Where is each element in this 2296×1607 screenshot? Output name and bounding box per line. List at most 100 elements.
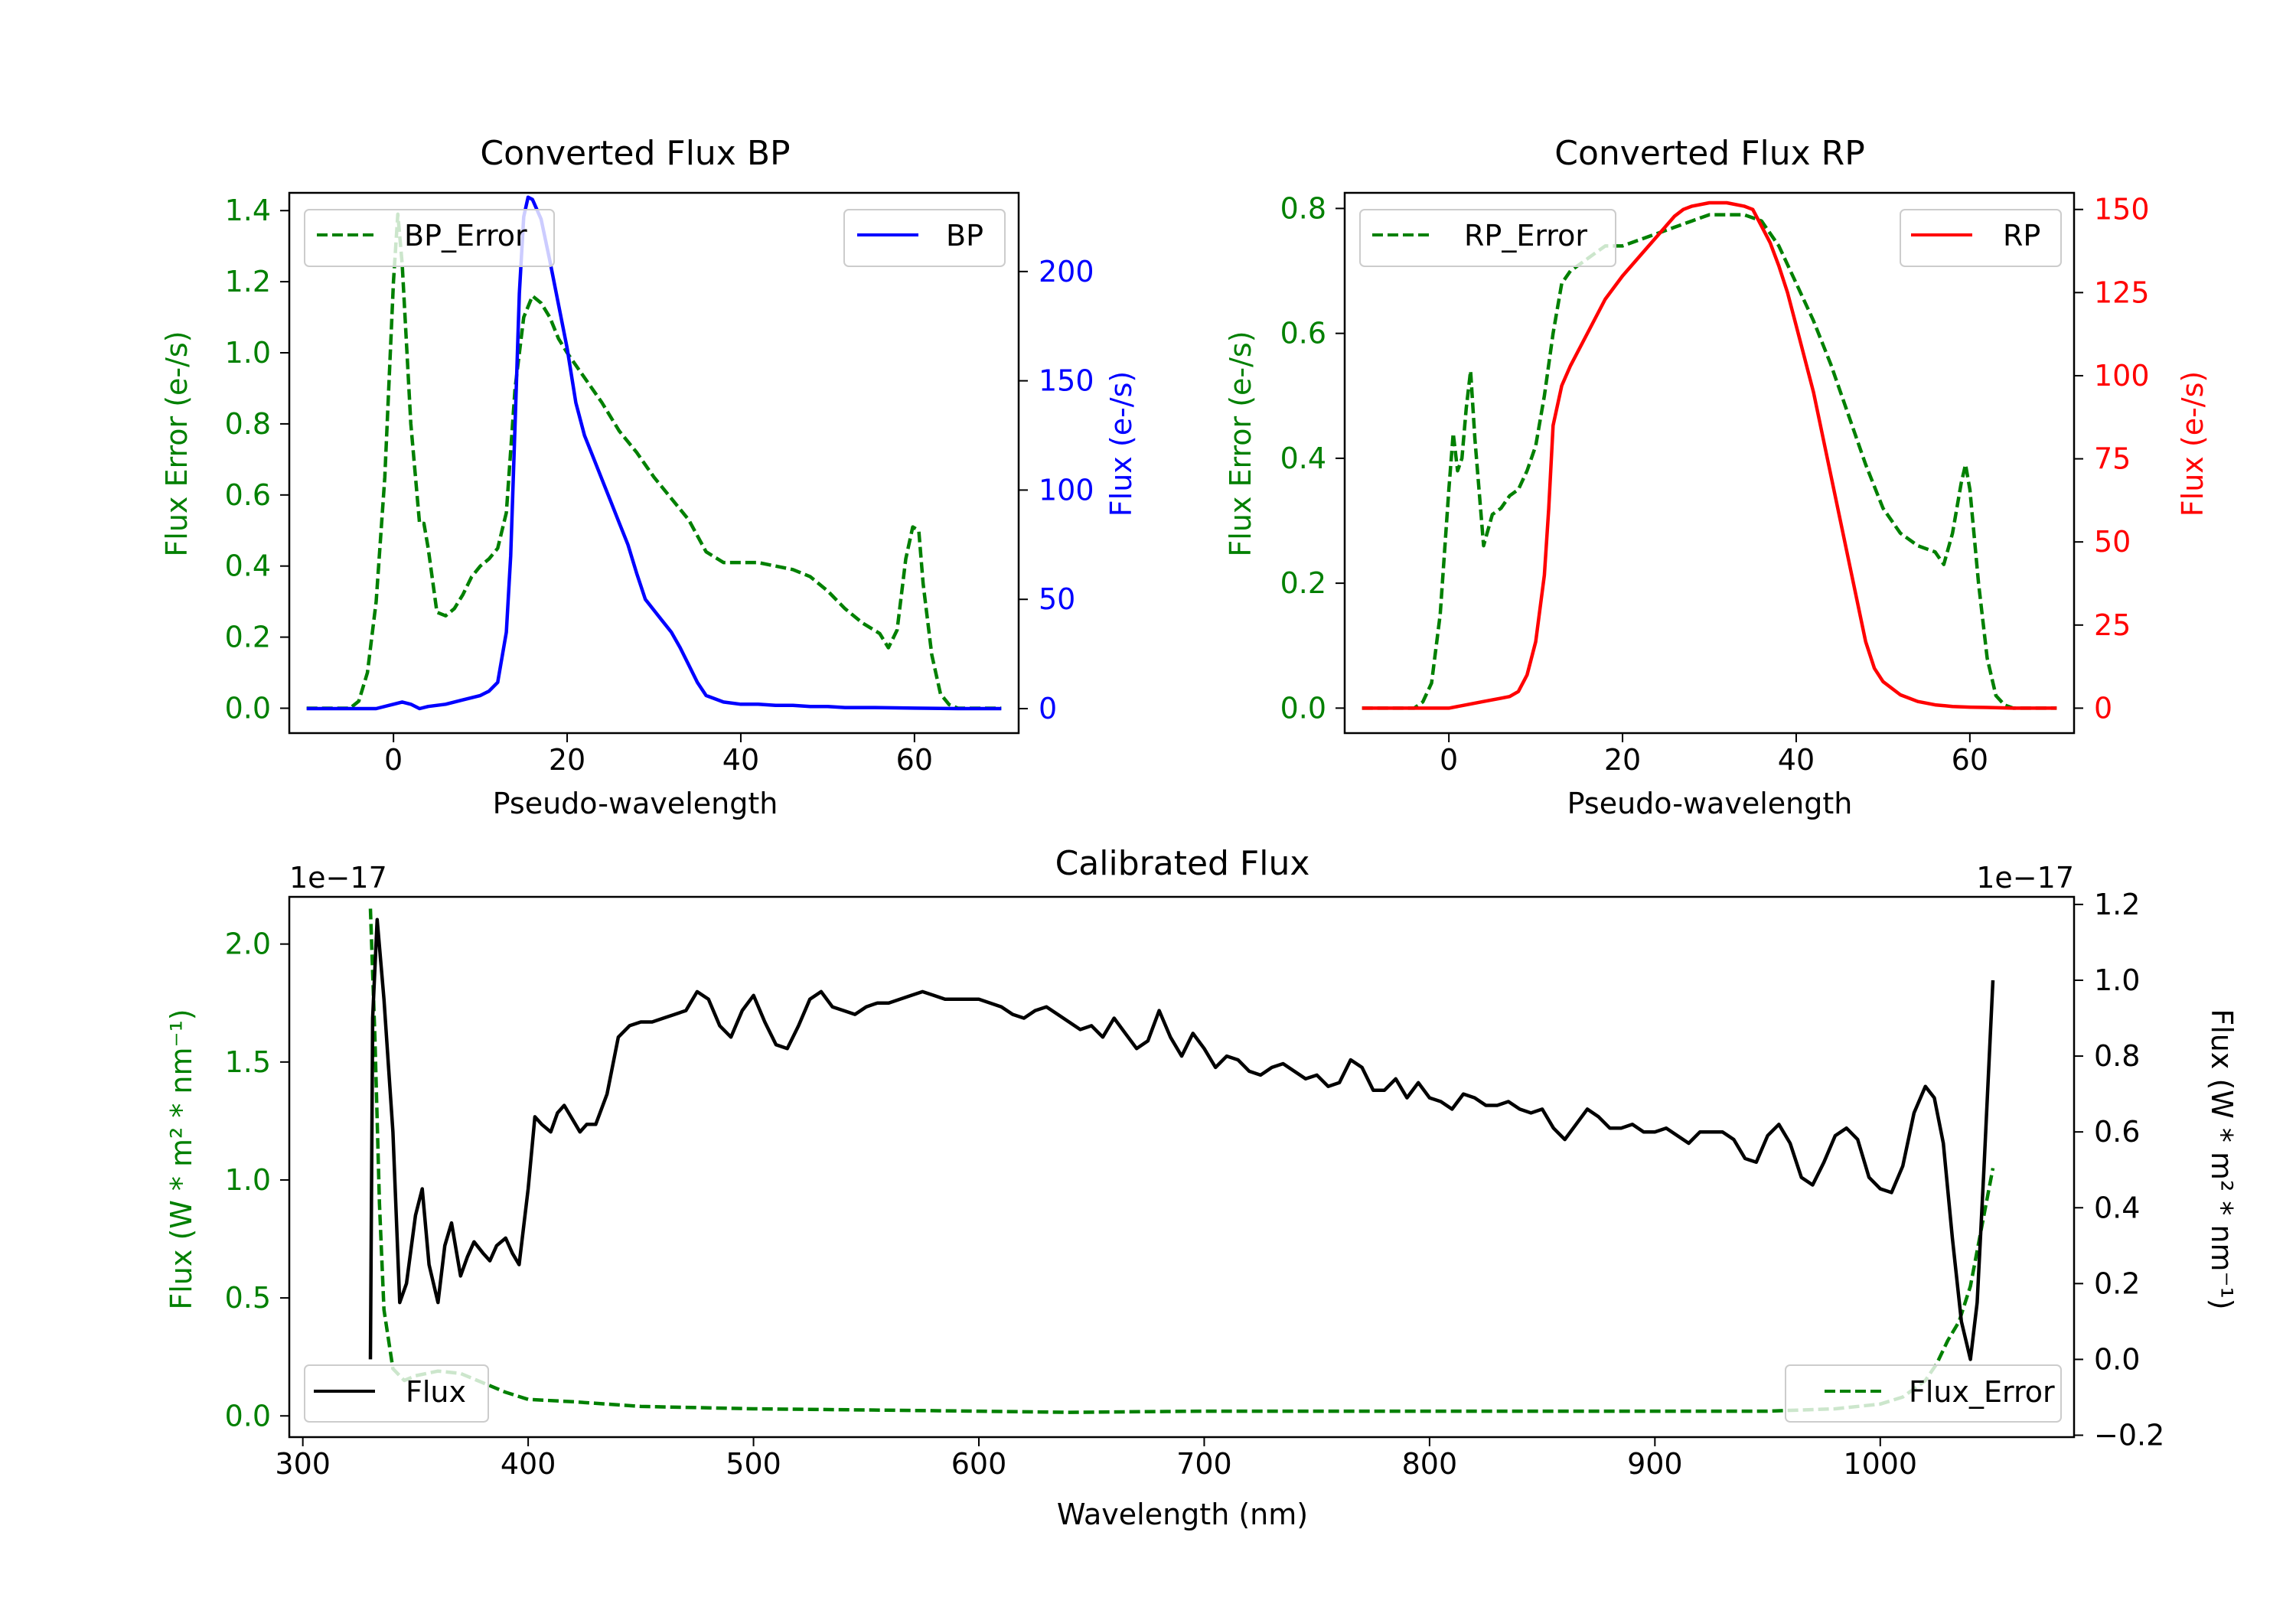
plot-frame	[288, 895, 2076, 1439]
y-axis-label-right: Flux (W * m² * nm⁻¹)	[2205, 1009, 2239, 1309]
series-line-bp	[306, 195, 1002, 711]
legend-box	[843, 209, 1006, 267]
legend-label-bp: BP	[946, 219, 983, 253]
x-axis-label: Wavelength (nm)	[1057, 1498, 1308, 1531]
legend-flux: Flux	[304, 1364, 489, 1423]
legend-box	[304, 1364, 489, 1423]
plot-layer	[306, 195, 1002, 711]
x-tick-label: 20	[1604, 743, 1641, 777]
plot-frame	[288, 191, 1020, 735]
y-tick-label-left: 0.2	[225, 621, 271, 654]
y-tick-label-left: 1.0	[225, 336, 271, 370]
x-tick-label: 0	[1440, 743, 1458, 777]
plot-layer	[1362, 200, 2057, 710]
y-tick-label-left: 0.0	[225, 691, 271, 725]
y-tick-label-right: −0.2	[2094, 1419, 2164, 1452]
legend-box	[1900, 209, 2062, 267]
y-tick-label-right: 1.0	[2094, 963, 2140, 997]
panel-calibrated-flux: Calibrated Flux Wavelength (nm) Flux (W …	[165, 844, 2239, 1531]
y-tick-label-left: 1.2	[225, 265, 271, 298]
panel-converted-flux-rp: Converted Flux RP Pseudo-wavelength Flux…	[1224, 134, 2210, 820]
x-tick-label: 0	[384, 743, 403, 777]
x-tick-label: 400	[501, 1447, 556, 1481]
y-axis-label-left: Flux Error (e-/s)	[160, 331, 194, 556]
y-tick-label-left: 0.6	[1280, 317, 1326, 350]
legend-label-rp-error: RP_Error	[1464, 219, 1587, 253]
y-axis-label-right: Flux (e-/s)	[1104, 371, 1138, 517]
y-tick-label-right: 0.6	[2094, 1115, 2140, 1149]
y-tick-label-right: 0.4	[2094, 1191, 2140, 1224]
legend-box	[304, 209, 555, 267]
x-tick-label: 300	[275, 1447, 331, 1481]
x-tick-label: 500	[726, 1447, 781, 1481]
y-tick-label-left: 0.4	[1280, 442, 1326, 475]
y-tick-label-left: 1.4	[225, 194, 271, 227]
y-tick-label-right: 75	[2094, 442, 2131, 476]
x-tick-label: 40	[722, 743, 759, 777]
y-tick-label-left: 1.0	[225, 1163, 271, 1197]
y-tick-label-right: 0.0	[2094, 1342, 2140, 1376]
legend-error: RP_Error	[1359, 209, 1616, 267]
x-tick-label: 60	[1952, 743, 1988, 777]
legend-flux: BP	[843, 209, 1006, 267]
plot-frame	[1343, 191, 2076, 735]
y-tick-label-right: 150	[1039, 364, 1094, 398]
y-tick-label-left: 0.4	[225, 549, 271, 583]
offset-label-right: 1e−17	[1976, 861, 2074, 895]
y-tick-label-right: 100	[1039, 473, 1094, 507]
y-tick-label-right: 125	[2094, 275, 2150, 309]
axes-layer: 300 400 500 600 700 800 900 1000 0.0 0.5 1.0 1.5 2.0…	[225, 888, 2165, 1481]
y-axis-label-left: Flux (W * m² * nm⁻¹)	[165, 1009, 198, 1309]
y-tick-label-right: 25	[2094, 608, 2131, 642]
x-tick-label: 800	[1402, 1447, 1458, 1481]
legend-flux-error: Flux_Error	[1785, 1364, 2062, 1423]
x-axis-label: Pseudo-wavelength	[1567, 787, 1853, 820]
legend-box	[1785, 1364, 2062, 1423]
legend-box	[1359, 209, 1616, 267]
y-tick-label-left: 0.0	[225, 1399, 271, 1433]
series-line-flux	[368, 918, 1995, 1361]
y-tick-label-left: 2.0	[225, 927, 271, 961]
x-tick-label: 700	[1176, 1447, 1232, 1481]
legend-label-bp-error: BP_Error	[404, 219, 527, 253]
panel-title: Converted Flux BP	[480, 134, 790, 173]
y-tick-label-left: 0.8	[225, 407, 271, 441]
y-tick-label-right: 0.2	[2094, 1266, 2140, 1300]
legend-error: BP_Error	[304, 209, 555, 267]
legend-flux: RP	[1900, 209, 2062, 267]
y-tick-label-left: 0.2	[1280, 566, 1326, 600]
panel-title: Converted Flux RP	[1554, 134, 1865, 173]
series-line-bp-error	[306, 212, 1002, 710]
legend-label-flux: Flux	[406, 1375, 466, 1409]
y-tick-label-right: 1.2	[2094, 888, 2140, 921]
y-tick-label-left: 0.6	[225, 478, 271, 512]
legend-label-rp: RP	[2003, 219, 2040, 253]
series-line-rp	[1362, 200, 2057, 710]
panel-converted-flux-bp: Converted Flux BP Pseudo-wavelength Flux…	[160, 134, 1138, 820]
y-axis-label-right: Flux (e-/s)	[2176, 371, 2210, 517]
y-axis-label-left: Flux Error (e-/s)	[1224, 331, 1257, 556]
x-tick-label: 600	[951, 1447, 1007, 1481]
y-tick-label-right: 150	[2094, 193, 2150, 227]
y-tick-label-left: 1.5	[225, 1045, 271, 1079]
y-tick-label-left: 0.0	[1280, 691, 1326, 725]
y-tick-label-right: 0.8	[2094, 1039, 2140, 1073]
x-tick-label: 20	[549, 743, 585, 777]
y-tick-label-right: 50	[2094, 525, 2131, 559]
x-tick-label: 40	[1778, 743, 1815, 777]
y-tick-label-right: 100	[2094, 359, 2150, 393]
legend-label-flux-error: Flux_Error	[1909, 1375, 2055, 1409]
panel-title: Calibrated Flux	[1055, 844, 1310, 883]
x-tick-label: 60	[896, 743, 933, 777]
y-tick-label-right: 200	[1039, 255, 1094, 288]
y-tick-label-right: 0	[2094, 691, 2112, 725]
axes-layer: 0 20 40 60 0.0 0.2 0.4 0.6 0.8 0 25 50 75 100 125 150	[1280, 191, 2150, 777]
y-tick-label-left: 0.8	[1280, 191, 1326, 225]
axes-layer: 0 20 40 60 0.0 0.2 0.4 0.6 0.8 1.0 1.2 1.4 0 50 100 150…	[225, 194, 1094, 777]
x-tick-label: 1000	[1843, 1447, 1917, 1481]
y-tick-label-left: 0.5	[225, 1281, 271, 1315]
offset-label-left: 1e−17	[289, 861, 387, 895]
x-tick-label: 900	[1627, 1447, 1683, 1481]
